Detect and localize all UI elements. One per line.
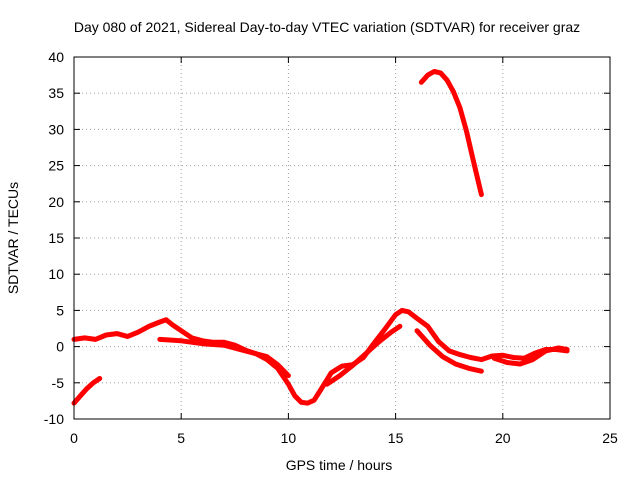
y-tick-label: 40: [48, 49, 64, 65]
y-tick-label: -10: [44, 411, 64, 427]
x-tick-label: 15: [388, 430, 404, 446]
series-layer: [71, 69, 570, 406]
y-tick-label: 20: [48, 194, 64, 210]
series-line-segment-1: [71, 376, 103, 406]
series-line-segment-6: [491, 345, 570, 367]
x-tick-label: 20: [495, 430, 511, 446]
y-tick-label: 5: [56, 302, 64, 318]
x-tick-label: 25: [602, 430, 618, 446]
x-tick-label: 10: [281, 430, 297, 446]
y-tick-label: 35: [48, 85, 64, 101]
y-tick-label: 15: [48, 230, 64, 246]
x-tick-label: 5: [177, 430, 185, 446]
series-line-segment-5: [414, 328, 484, 374]
grid: [74, 57, 610, 419]
y-tick-label: 10: [48, 266, 64, 282]
series-line-segment-7: [418, 69, 484, 198]
series-line-segment-2: [71, 307, 570, 406]
y-tick-label: 30: [48, 121, 64, 137]
ticks: [73, 56, 611, 420]
x-tick-labels: 0 5 10 15 20 25: [70, 430, 618, 446]
series-line-segment-4: [324, 323, 403, 387]
x-axis-label: GPS time / hours: [286, 457, 393, 473]
y-tick-labels: -10 -5 0 5 10 15 20 25 30 35 40: [44, 49, 64, 427]
y-tick-label: -5: [52, 375, 65, 391]
y-tick-label: 0: [56, 339, 64, 355]
x-tick-label: 0: [70, 430, 78, 446]
y-tick-label: 25: [48, 158, 64, 174]
y-axis-label: SDTVAR / TECUs: [5, 182, 21, 294]
series-line-segment-3: [157, 336, 291, 379]
chart-title: Day 080 of 2021, Sidereal Day-to-day VTE…: [74, 19, 580, 35]
